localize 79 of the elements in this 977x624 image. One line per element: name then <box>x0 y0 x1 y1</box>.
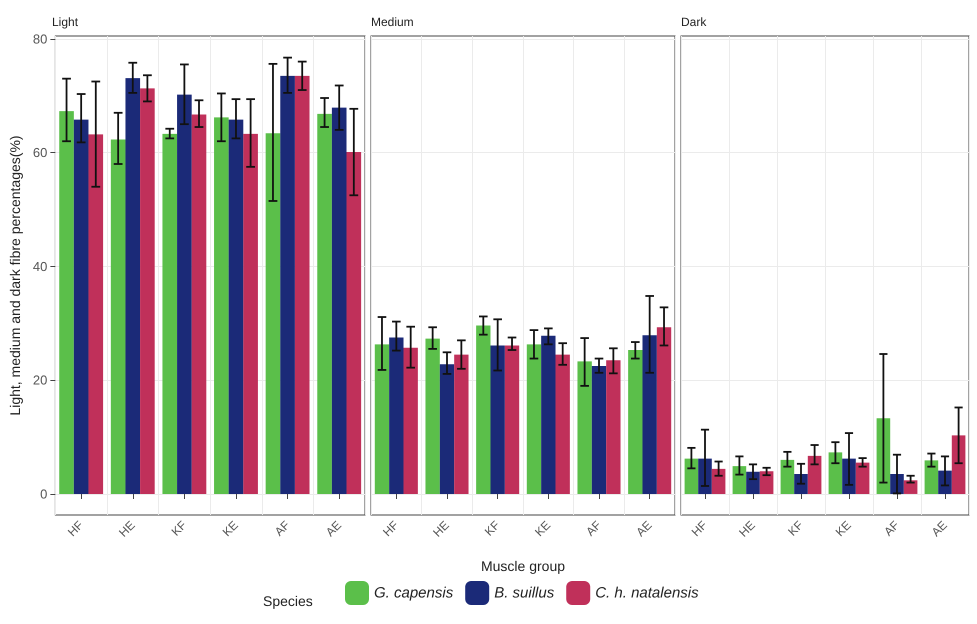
x-tick-label: AF <box>272 518 293 539</box>
bar <box>490 345 505 494</box>
bar <box>59 111 74 494</box>
x-tick-label: HF <box>64 518 86 540</box>
chart-title: Medium <box>371 15 414 29</box>
bar <box>526 344 542 494</box>
bar <box>780 460 794 494</box>
x-tick-label: HE <box>430 518 452 540</box>
bar <box>454 354 469 494</box>
bar <box>280 76 295 494</box>
bar <box>404 348 418 494</box>
bar <box>140 88 155 494</box>
bar <box>294 76 310 494</box>
bar <box>425 338 440 494</box>
x-tick-label: HE <box>116 518 138 540</box>
bar <box>228 120 244 494</box>
bar <box>808 456 822 494</box>
x-tick-label: HF <box>380 518 402 540</box>
legend-title: Species <box>263 593 313 609</box>
bar <box>110 140 126 494</box>
x-tick-label: KF <box>168 518 190 539</box>
x-tick-label: KE <box>220 518 241 540</box>
bar <box>592 366 606 494</box>
x-tick-label: KE <box>832 518 854 540</box>
bar <box>732 466 746 494</box>
legend-label: G. capensis <box>374 584 454 602</box>
x-tick-label: KF <box>482 518 503 539</box>
chart-title: Dark <box>681 15 708 29</box>
y-tick-label: 80 <box>32 31 48 46</box>
bar <box>606 360 621 494</box>
bar <box>746 472 760 494</box>
bar <box>541 336 556 494</box>
bar <box>266 133 280 494</box>
bar <box>440 364 454 494</box>
y-tick-label: 40 <box>32 258 48 274</box>
y-tick-label: 0 <box>40 486 48 502</box>
bar <box>125 78 140 494</box>
bar <box>642 335 657 494</box>
bar <box>374 344 390 494</box>
bar <box>389 338 404 494</box>
bar <box>856 462 870 494</box>
bar <box>74 120 88 494</box>
x-tick-label: AE <box>928 518 950 540</box>
bar <box>214 117 229 494</box>
bar <box>577 361 592 494</box>
bar <box>952 435 966 494</box>
bar <box>656 327 672 494</box>
y-tick-label: 60 <box>32 145 48 160</box>
x-tick-label: HF <box>688 518 710 540</box>
x-tick-label: KF <box>785 518 806 539</box>
bar <box>177 94 192 494</box>
x-tick-label: AE <box>322 518 344 540</box>
bar <box>504 345 520 494</box>
y-axis-title: Light, medium and dark fibre percentages(%) <box>7 135 23 416</box>
x-tick-label: AF <box>583 518 604 539</box>
bar <box>628 350 642 494</box>
chart-title: Light <box>52 15 79 29</box>
bar <box>162 134 178 494</box>
bar <box>828 452 842 494</box>
legend-label: B. suillus <box>494 584 555 602</box>
bar <box>192 114 206 494</box>
legend-label: C. h. natalensis <box>595 584 700 602</box>
bar <box>684 458 698 494</box>
x-tick-label: AF <box>881 518 902 539</box>
bar <box>712 468 726 494</box>
bar <box>243 134 258 494</box>
bar <box>476 326 490 494</box>
bar <box>346 152 362 494</box>
x-tick-label: HE <box>736 518 758 540</box>
bar <box>317 114 332 494</box>
bar <box>556 354 570 494</box>
bar <box>332 108 347 494</box>
bar <box>88 134 104 494</box>
x-tick-label: AE <box>633 518 655 540</box>
y-tick-label: 20 <box>32 372 48 388</box>
bar <box>924 460 938 494</box>
bar <box>760 471 774 494</box>
x-axis-title: Muscle group <box>480 558 566 574</box>
x-tick-label: KE <box>532 518 554 540</box>
